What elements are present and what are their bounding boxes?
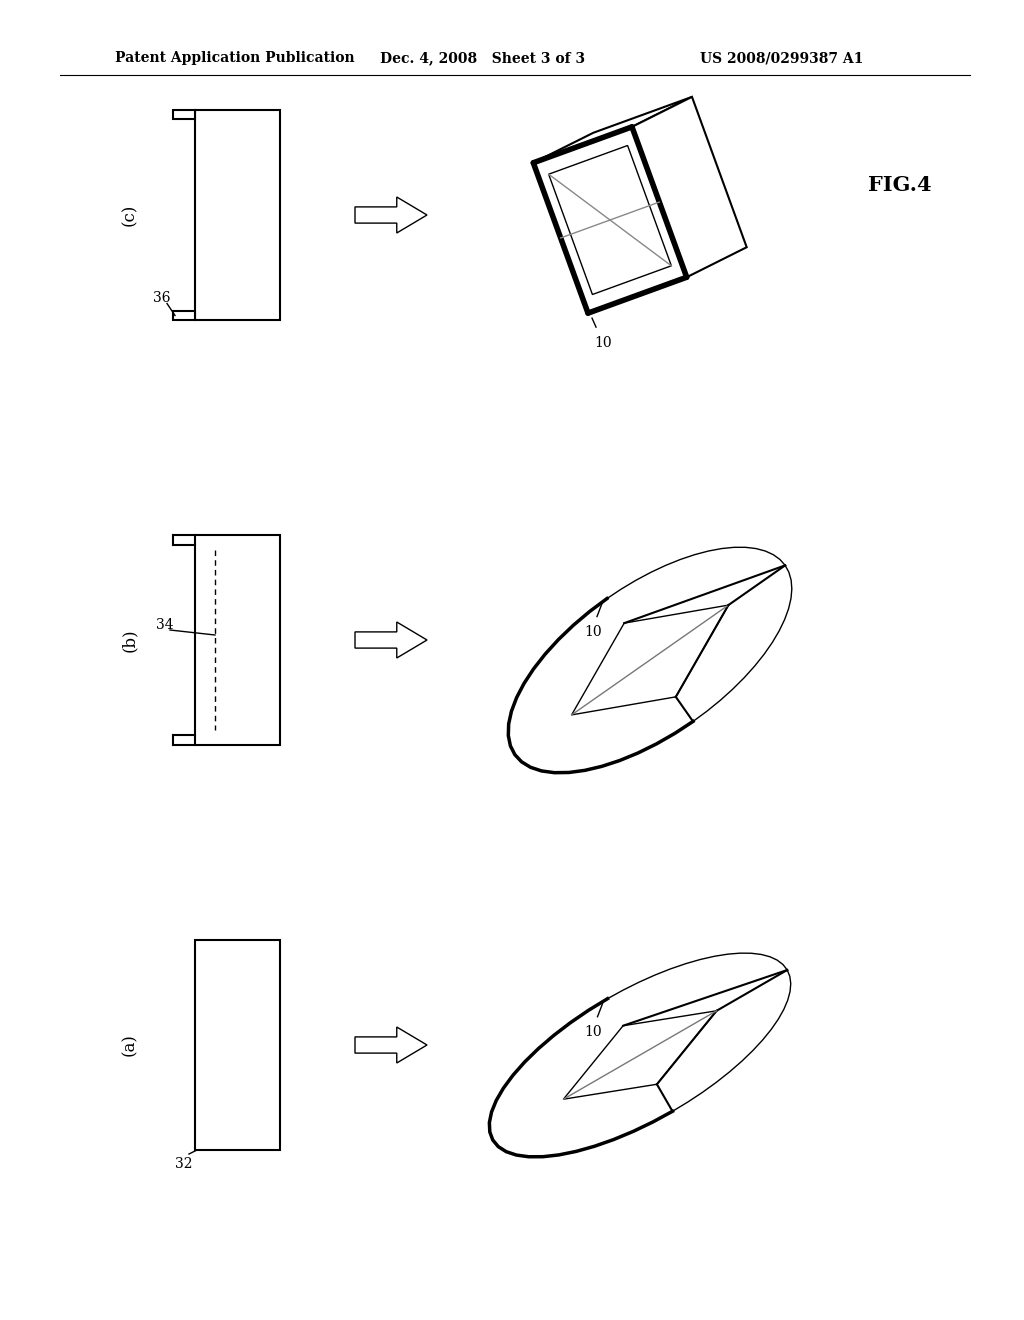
Polygon shape (632, 96, 746, 277)
Text: Patent Application Publication: Patent Application Publication (115, 51, 354, 65)
Text: 10: 10 (594, 337, 611, 350)
Polygon shape (173, 312, 195, 319)
Text: 36: 36 (153, 290, 171, 305)
Polygon shape (508, 548, 792, 772)
Text: Dec. 4, 2008   Sheet 3 of 3: Dec. 4, 2008 Sheet 3 of 3 (380, 51, 585, 65)
Polygon shape (571, 605, 728, 715)
Text: US 2008/0299387 A1: US 2008/0299387 A1 (700, 51, 863, 65)
Polygon shape (173, 110, 195, 119)
Polygon shape (355, 1027, 427, 1063)
Text: 10: 10 (585, 1024, 602, 1039)
Polygon shape (534, 96, 692, 162)
Polygon shape (534, 127, 687, 313)
Polygon shape (195, 110, 280, 319)
Polygon shape (195, 535, 280, 744)
Polygon shape (563, 1011, 717, 1100)
Text: (b): (b) (122, 628, 138, 652)
Polygon shape (355, 622, 427, 657)
Text: FIG.4: FIG.4 (868, 176, 932, 195)
Polygon shape (549, 145, 672, 294)
Text: (c): (c) (122, 203, 138, 226)
Text: 32: 32 (175, 1158, 193, 1171)
Polygon shape (355, 197, 427, 234)
Text: 34: 34 (156, 618, 174, 632)
Polygon shape (489, 953, 791, 1156)
Text: 10: 10 (584, 624, 602, 639)
Text: (a): (a) (122, 1034, 138, 1056)
Polygon shape (195, 940, 280, 1150)
